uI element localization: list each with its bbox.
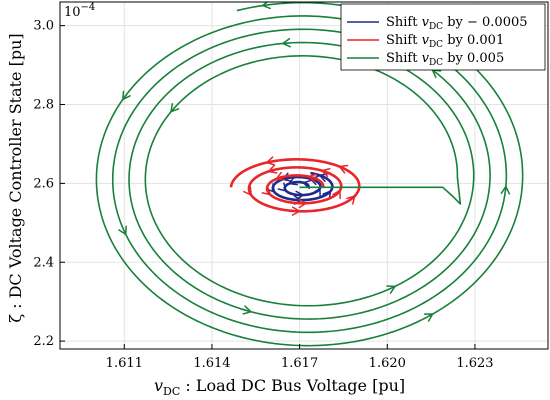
series-arrow-2 [267, 164, 278, 174]
x-tick-label: 1.620 [369, 356, 406, 371]
legend-label-3: Shift vDC by 0.005 [386, 51, 504, 68]
series-arrow-3 [242, 305, 253, 315]
x-tick-label: 1.623 [456, 356, 493, 371]
series-arrow-1 [301, 179, 312, 189]
series-arrow-2 [346, 194, 356, 205]
series-arrow-3 [386, 285, 397, 294]
series-line-1 [271, 171, 334, 202]
y-tick-label: 3.0 [33, 19, 54, 34]
ticks: 1.611 1.614 1.617 1.620 1.623 2.2 2.4 2.6 2.8 3.0 [33, 19, 493, 371]
series-arrow-2 [298, 198, 308, 209]
legend: Shift vDC by − 0.0005 Shift vDC by 0.001… [340, 3, 546, 71]
series-arrow-3 [423, 313, 434, 322]
x-tick-label: 1.617 [281, 356, 318, 371]
y-tick-label: 2.4 [33, 255, 54, 270]
series-arrow-1 [287, 176, 298, 186]
series-arrow-3 [118, 225, 127, 236]
series-arrow-3 [122, 90, 131, 101]
series-arrow-2 [274, 171, 286, 181]
series-arrow-2 [338, 164, 349, 174]
series-arrow-2 [291, 206, 302, 216]
series-arrow-2 [320, 167, 331, 178]
y-tick-label: 2.2 [33, 334, 54, 349]
series-arrow-1 [322, 189, 332, 200]
x-tick-label: 1.611 [106, 356, 143, 371]
series-arrow-1 [277, 182, 288, 192]
y-exponent-label: 10−4 [64, 2, 95, 20]
y-tick-label: 2.6 [33, 176, 54, 191]
legend-box [340, 3, 546, 71]
x-axis-label: vDC : Load DC Bus Voltage [pu] [154, 376, 405, 398]
series-arrow-3 [281, 37, 291, 48]
series-arrow-1 [312, 187, 321, 198]
legend-label-1: Shift vDC by − 0.0005 [386, 15, 528, 32]
series-arrow-3 [170, 103, 180, 113]
series-arrow-2 [307, 173, 318, 183]
series-arrow-2 [332, 189, 341, 200]
series-line-2 [229, 158, 361, 213]
legend-label-2: Shift vDC by 0.001 [386, 33, 504, 50]
y-tick-label: 2.8 [33, 98, 54, 113]
series-arrow-2 [243, 186, 253, 197]
series-arrow-2 [265, 156, 276, 166]
x-tick-label: 1.614 [193, 356, 230, 371]
series-arrow-2 [261, 186, 272, 196]
y-axis-label: ζ : DC Voltage Controller State [pu] [6, 33, 25, 322]
plot-frame [59, 1, 549, 350]
series-arrow-3 [500, 185, 511, 195]
